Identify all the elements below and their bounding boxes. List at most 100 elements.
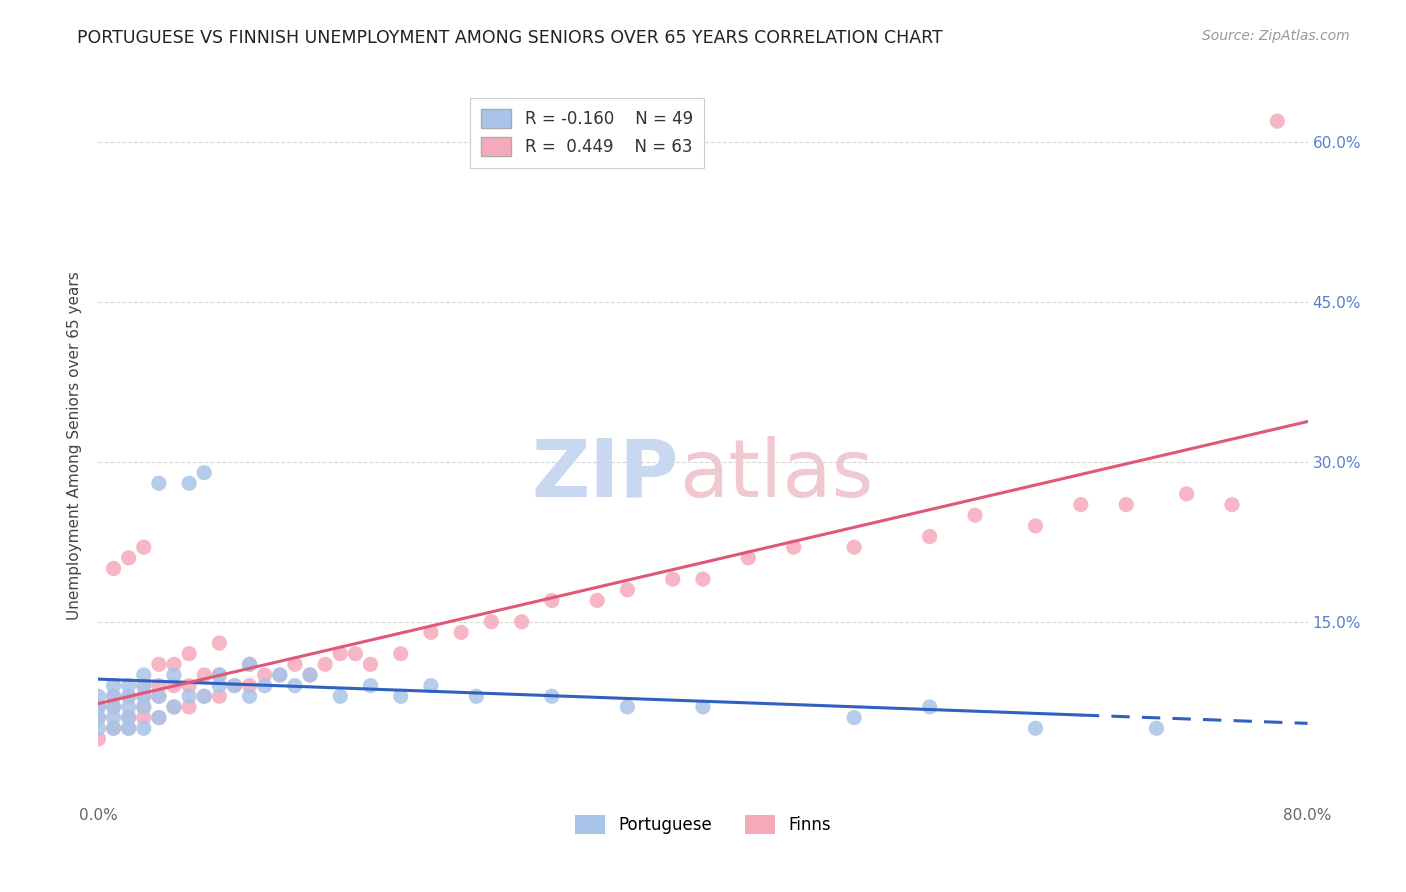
Point <box>1115 498 1137 512</box>
Point <box>783 540 806 554</box>
Point <box>132 540 155 554</box>
Point <box>132 679 155 693</box>
Point <box>208 668 231 682</box>
Point <box>269 668 291 682</box>
Point <box>103 700 125 714</box>
Point <box>118 700 141 714</box>
Text: atlas: atlas <box>679 435 873 514</box>
Text: ZIP: ZIP <box>531 435 679 514</box>
Point <box>208 668 231 682</box>
Point <box>148 476 170 491</box>
Point <box>118 679 141 693</box>
Point <box>87 700 110 714</box>
Point <box>420 679 443 693</box>
Point <box>132 700 155 714</box>
Point <box>239 657 262 672</box>
Point <box>103 690 125 704</box>
Point <box>148 679 170 693</box>
Point <box>193 690 215 704</box>
Point <box>118 690 141 704</box>
Point <box>661 572 683 586</box>
Point <box>1024 519 1046 533</box>
Point <box>118 690 141 704</box>
Point <box>148 690 170 704</box>
Point <box>208 636 231 650</box>
Point <box>132 690 155 704</box>
Point <box>918 700 941 714</box>
Point <box>360 679 382 693</box>
Point <box>224 679 246 693</box>
Point <box>103 710 125 724</box>
Point <box>87 731 110 746</box>
Point <box>148 710 170 724</box>
Point <box>208 690 231 704</box>
Point <box>118 710 141 724</box>
Point <box>179 679 201 693</box>
Point <box>844 540 866 554</box>
Point <box>224 679 246 693</box>
Point <box>540 690 562 704</box>
Point <box>179 647 201 661</box>
Point <box>420 625 443 640</box>
Point <box>284 657 307 672</box>
Point <box>103 700 125 714</box>
Point <box>208 679 231 693</box>
Point <box>148 710 170 724</box>
Y-axis label: Unemployment Among Seniors over 65 years: Unemployment Among Seniors over 65 years <box>67 272 83 620</box>
Point <box>616 582 638 597</box>
Point <box>118 550 141 565</box>
Point <box>103 721 125 735</box>
Point <box>540 593 562 607</box>
Point <box>87 710 110 724</box>
Point <box>284 679 307 693</box>
Text: PORTUGUESE VS FINNISH UNEMPLOYMENT AMONG SENIORS OVER 65 YEARS CORRELATION CHART: PORTUGUESE VS FINNISH UNEMPLOYMENT AMONG… <box>77 29 943 46</box>
Point <box>193 466 215 480</box>
Point <box>148 657 170 672</box>
Point <box>299 668 322 682</box>
Point <box>450 625 472 640</box>
Point <box>163 657 186 672</box>
Point <box>179 476 201 491</box>
Point <box>148 690 170 704</box>
Point <box>87 721 110 735</box>
Point <box>239 690 262 704</box>
Point <box>616 700 638 714</box>
Point <box>193 668 215 682</box>
Point <box>1220 498 1243 512</box>
Point <box>193 690 215 704</box>
Point <box>389 690 412 704</box>
Point <box>103 679 125 693</box>
Point <box>329 690 352 704</box>
Point <box>132 721 155 735</box>
Point <box>118 721 141 735</box>
Point <box>465 690 488 704</box>
Point <box>586 593 609 607</box>
Point <box>344 647 367 661</box>
Point <box>1070 498 1092 512</box>
Point <box>87 690 110 704</box>
Point <box>179 690 201 704</box>
Point <box>103 721 125 735</box>
Point <box>314 657 336 672</box>
Point <box>179 700 201 714</box>
Point <box>103 690 125 704</box>
Point <box>253 679 276 693</box>
Text: Source: ZipAtlas.com: Source: ZipAtlas.com <box>1202 29 1350 43</box>
Point <box>132 679 155 693</box>
Point <box>87 700 110 714</box>
Point <box>1267 114 1289 128</box>
Point <box>844 710 866 724</box>
Point <box>239 657 262 672</box>
Point <box>360 657 382 672</box>
Point <box>163 700 186 714</box>
Point <box>87 710 110 724</box>
Point <box>692 700 714 714</box>
Point <box>163 668 186 682</box>
Point <box>692 572 714 586</box>
Point <box>132 668 155 682</box>
Point <box>1144 721 1167 735</box>
Point <box>163 700 186 714</box>
Point <box>737 550 759 565</box>
Point <box>132 700 155 714</box>
Point <box>132 710 155 724</box>
